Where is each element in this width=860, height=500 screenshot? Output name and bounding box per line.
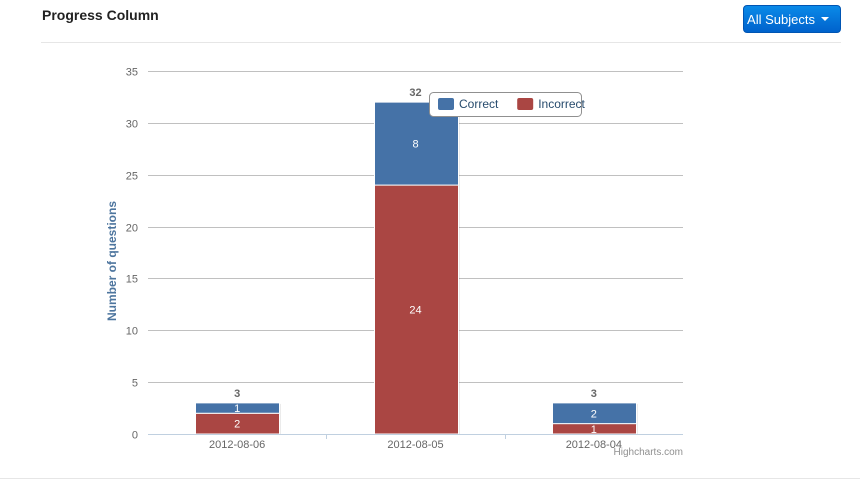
y-tick-label: 5	[132, 378, 138, 390]
y-axis-ticks: 0 5 10 15 20 25 30 35	[126, 67, 138, 442]
legend-swatch	[517, 98, 534, 110]
data-label: 24	[409, 305, 421, 317]
y-tick-label: 30	[126, 119, 138, 131]
bar-segment-correct[interactable]	[552, 402, 637, 425]
x-axis-ticks: 2012-08-06 2012-08-05 2012-08-04	[148, 434, 683, 451]
bar-segment-correct[interactable]	[195, 402, 280, 414]
caret-down-icon	[820, 17, 829, 21]
legend-swatch	[438, 98, 454, 110]
data-label: 8	[412, 139, 418, 151]
stack-total-label: 3	[234, 388, 240, 400]
y-axis-label: Number of questions	[105, 201, 119, 321]
data-label: 2	[234, 419, 240, 431]
data-label: 1	[234, 403, 240, 415]
stack-total-label: 3	[591, 388, 597, 400]
legend-label: Incorrect	[538, 97, 585, 111]
all-subjects-dropdown-button[interactable]: All Subjects	[743, 5, 841, 33]
y-tick-label: 0	[132, 430, 138, 442]
legend-item-incorrect[interactable]: Incorrect	[517, 97, 586, 111]
y-tick-label: 35	[126, 67, 138, 79]
data-label: 1	[591, 424, 597, 436]
page-header: Progress Column All Subjects	[41, 0, 841, 43]
page-title: Progress Column	[42, 7, 159, 23]
chart-legend: Correct Incorrect	[429, 92, 586, 117]
y-tick-label: 15	[126, 274, 138, 286]
x-tick-label: 2012-08-04	[566, 439, 622, 451]
progress-chart: 0 5 10 15 20 25 30 35 2 1 3 24 8 32 1 2 3 2012-08-06 201…	[0, 50, 860, 470]
x-tick-label: 2012-08-06	[209, 439, 265, 451]
stack-total-label: 32	[409, 87, 421, 99]
legend-item-correct[interactable]: Correct	[438, 97, 499, 111]
x-tick-label: 2012-08-05	[387, 439, 443, 451]
y-tick-label: 25	[126, 171, 138, 183]
highcharts-credit[interactable]: Highcharts.com	[614, 447, 683, 458]
legend-label: Correct	[459, 97, 499, 111]
subject-button-label: All Subjects	[747, 11, 815, 27]
y-tick-label: 20	[126, 223, 138, 235]
y-tick-label: 10	[126, 326, 138, 338]
footer-divider	[0, 478, 860, 479]
data-label: 2	[591, 408, 597, 420]
legend-box	[429, 92, 582, 117]
